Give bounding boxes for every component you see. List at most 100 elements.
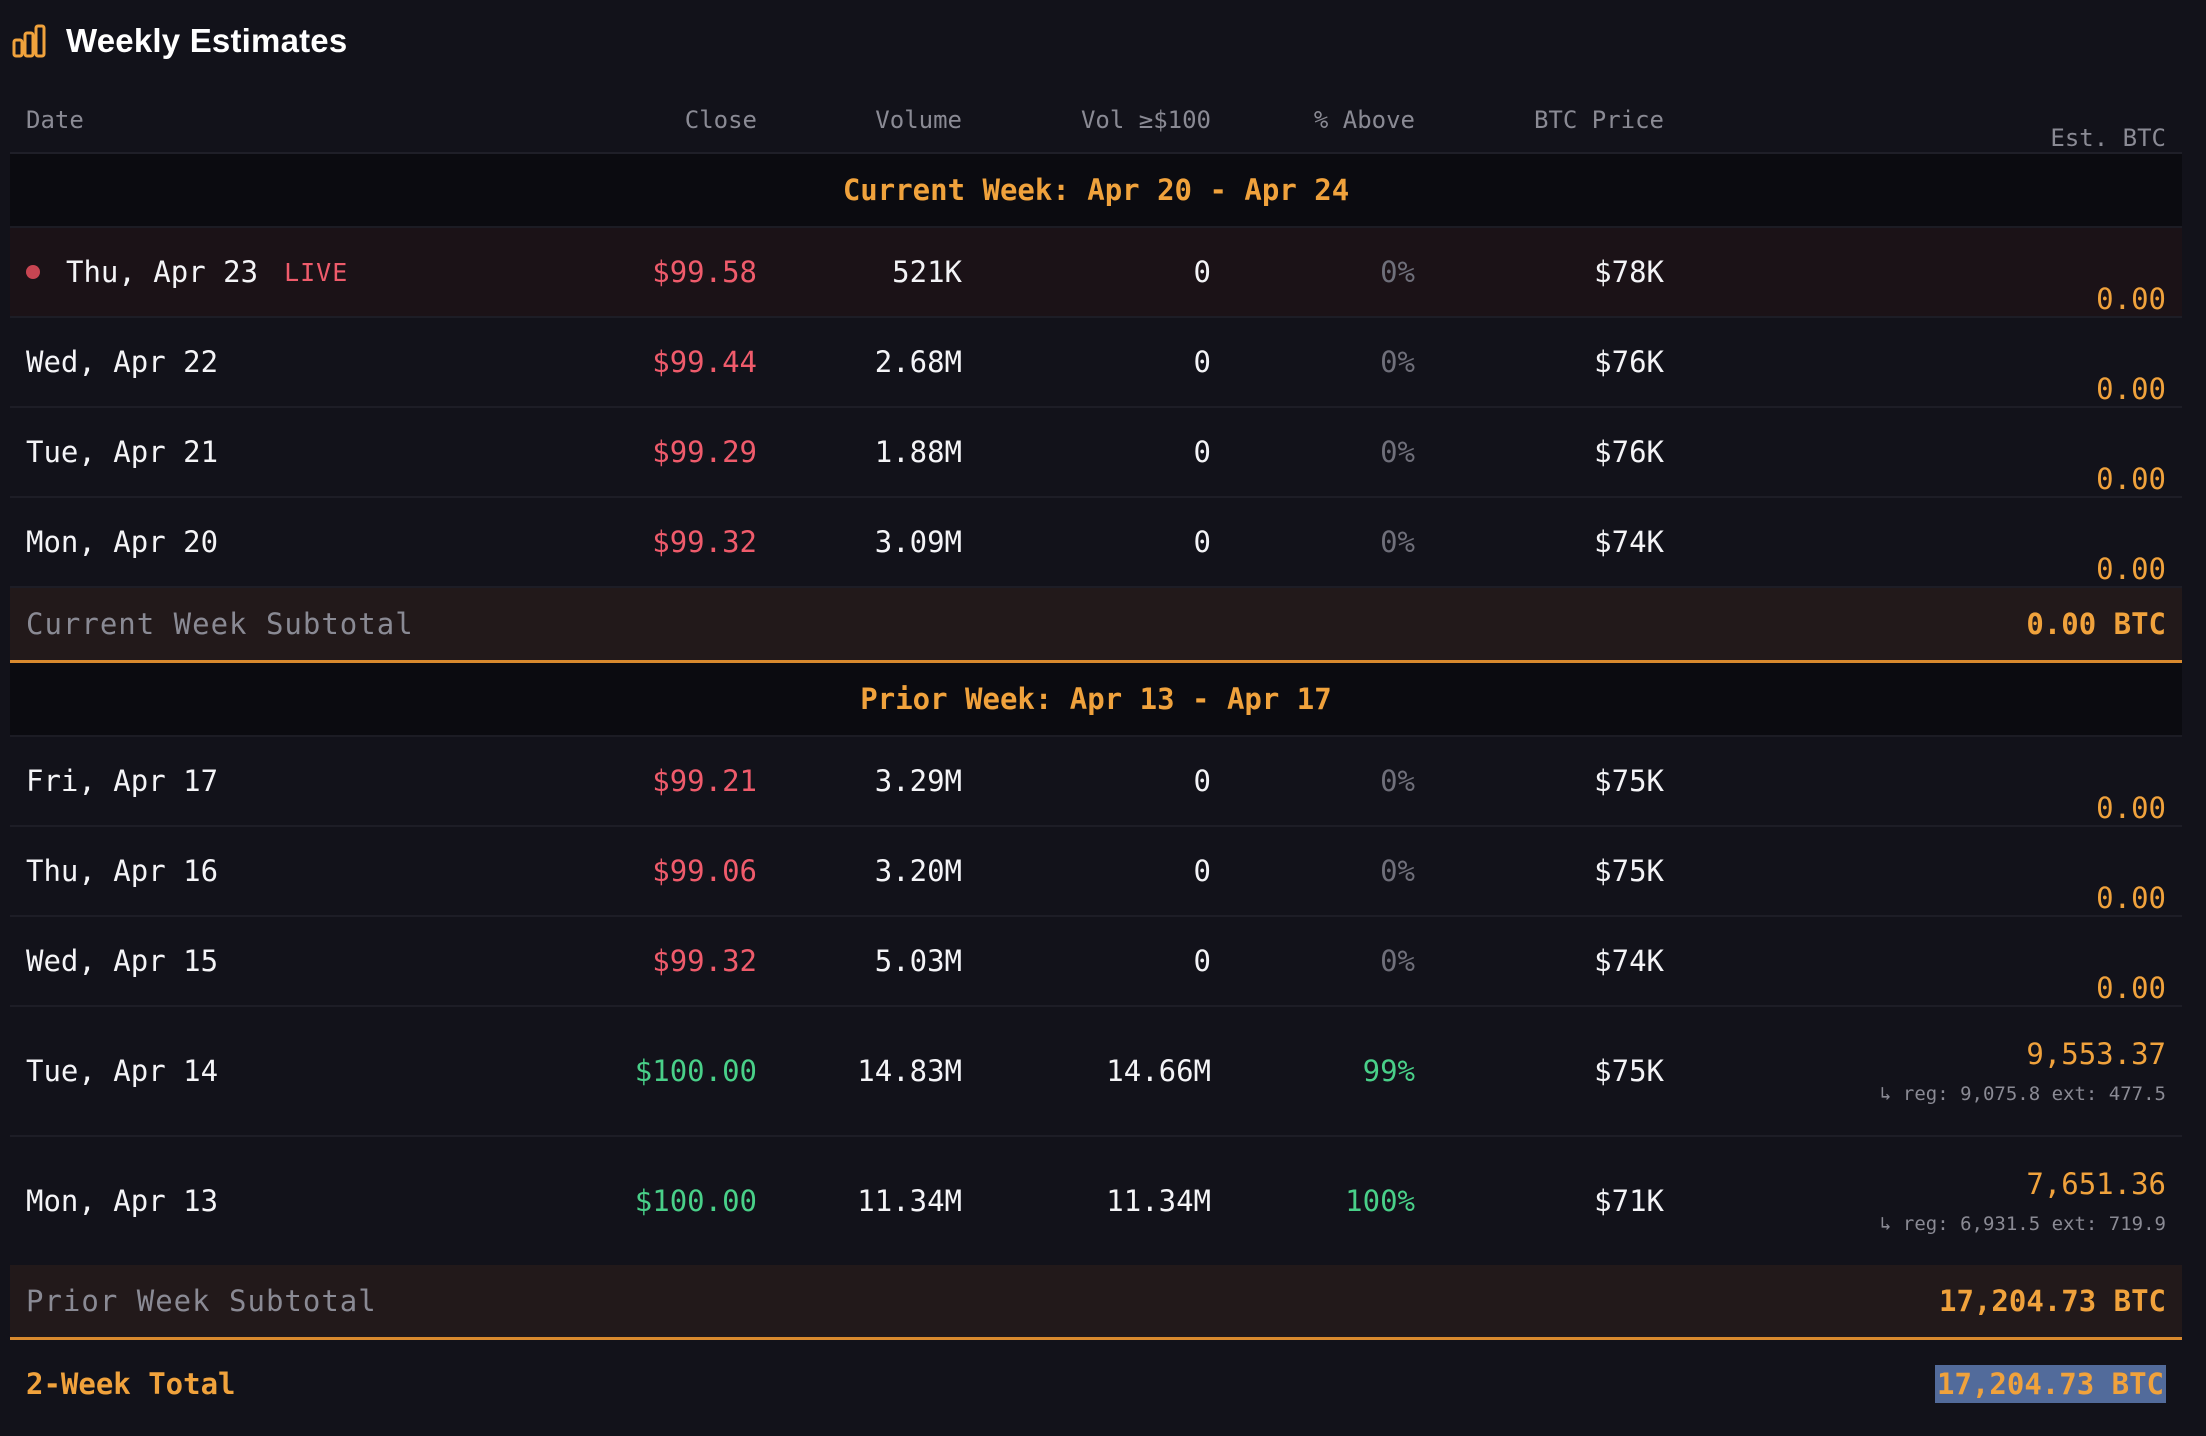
row-est-btc: 0.00 xyxy=(2096,971,2166,1005)
row-date: Wed, Apr 22 xyxy=(26,345,219,379)
row-volume: 521K xyxy=(892,255,962,289)
row-date: Tue, Apr 14 xyxy=(26,1054,219,1088)
row-close: $99.32 xyxy=(652,944,757,978)
table-row[interactable]: Wed, Apr 15 $99.32 5.03M 0 0% $74K 0.00 xyxy=(10,917,2182,1007)
subtotal-value: 0.00 BTC xyxy=(2026,607,2166,641)
table-row[interactable]: Thu, Apr 23 LIVE $99.58 521K 0 0% $78K 0… xyxy=(10,228,2182,318)
row-close: $99.44 xyxy=(652,345,757,379)
row-est-btc: 0.00 xyxy=(2096,372,2166,406)
row-close: $99.29 xyxy=(652,435,757,469)
row-vol-above: 0 xyxy=(1193,435,1211,469)
table-row[interactable]: Tue, Apr 21 $99.29 1.88M 0 0% $76K 0.00 xyxy=(10,408,2182,498)
row-pct-above: 0% xyxy=(1380,435,1415,469)
row-volume: 2.68M xyxy=(874,345,962,379)
panel-header: Weekly Estimates xyxy=(12,20,347,62)
col-header-est-btc[interactable]: Est. BTC xyxy=(2050,124,2166,152)
row-pct-above: 0% xyxy=(1380,255,1415,289)
row-pct-above: 0% xyxy=(1380,944,1415,978)
row-est-breakdown: ↳ reg: 6,931.5 ext: 719.9 xyxy=(1880,1213,2166,1235)
current-week-subtotal: Current Week Subtotal 0.00 BTC xyxy=(10,588,2182,663)
row-est-breakdown: ↳ reg: 9,075.8 ext: 477.5 xyxy=(1880,1083,2166,1105)
row-btc-price: $76K xyxy=(1594,345,1664,379)
row-vol-above: 0 xyxy=(1193,525,1211,559)
table-row[interactable]: Mon, Apr 20 $99.32 3.09M 0 0% $74K 0.00 xyxy=(10,498,2182,588)
row-pct-above: 100% xyxy=(1345,1184,1415,1218)
col-header-date[interactable]: Date xyxy=(26,106,84,134)
row-pct-above: 99% xyxy=(1362,1054,1415,1088)
row-est-btc: 0.00 xyxy=(2096,791,2166,825)
row-volume: 5.03M xyxy=(874,944,962,978)
prior-week-subtotal: Prior Week Subtotal 17,204.73 BTC xyxy=(10,1265,2182,1340)
row-volume: 3.09M xyxy=(874,525,962,559)
row-est-btc: 7,651.36 xyxy=(2026,1167,2166,1201)
table-header: Date Close Volume Vol ≥$100 % Above BTC … xyxy=(10,88,2182,154)
row-vol-above: 0 xyxy=(1193,854,1211,888)
row-btc-price: $75K xyxy=(1594,854,1664,888)
row-date: Tue, Apr 21 xyxy=(26,435,219,469)
row-pct-above: 0% xyxy=(1380,854,1415,888)
row-btc-price: $78K xyxy=(1594,255,1664,289)
table-row[interactable]: Thu, Apr 16 $99.06 3.20M 0 0% $75K 0.00 xyxy=(10,827,2182,917)
subtotal-value: 17,204.73 BTC xyxy=(1939,1284,2166,1318)
total-value[interactable]: 17,204.73 BTC xyxy=(1935,1365,2166,1403)
row-est-btc: 0.00 xyxy=(2096,552,2166,586)
row-est-btc: 9,553.37 xyxy=(2026,1037,2166,1071)
row-vol-above: 0 xyxy=(1193,345,1211,379)
row-vol-above: 0 xyxy=(1193,255,1211,289)
row-btc-price: $75K xyxy=(1594,764,1664,798)
row-pct-above: 0% xyxy=(1380,525,1415,559)
row-pct-above: 0% xyxy=(1380,764,1415,798)
subtotal-label: Current Week Subtotal xyxy=(26,607,414,641)
total-label: 2-Week Total xyxy=(26,1367,236,1401)
row-date: Mon, Apr 13 xyxy=(26,1184,219,1218)
row-est-btc: 0.00 xyxy=(2096,881,2166,915)
col-header-close[interactable]: Close xyxy=(684,106,757,134)
live-badge: LIVE xyxy=(284,257,349,287)
row-date: Fri, Apr 17 xyxy=(26,764,219,798)
row-close: $99.58 xyxy=(652,255,757,289)
row-volume: 3.29M xyxy=(874,764,962,798)
table-row[interactable]: Mon, Apr 13 $100.00 11.34M 11.34M 100% $… xyxy=(10,1137,2182,1265)
row-vol-above: 14.66M xyxy=(1106,1054,1211,1088)
row-date: Thu, Apr 16 xyxy=(26,854,219,888)
table-row[interactable]: Wed, Apr 22 $99.44 2.68M 0 0% $76K 0.00 xyxy=(10,318,2182,408)
table-row[interactable]: Tue, Apr 14 $100.00 14.83M 14.66M 99% $7… xyxy=(10,1007,2182,1137)
row-volume: 11.34M xyxy=(857,1184,962,1218)
col-header-volume[interactable]: Volume xyxy=(875,106,962,134)
col-header-btc-price[interactable]: BTC Price xyxy=(1533,106,1664,134)
row-close: $99.32 xyxy=(652,525,757,559)
row-vol-above: 0 xyxy=(1193,944,1211,978)
row-pct-above: 0% xyxy=(1380,345,1415,379)
row-close: $99.21 xyxy=(652,764,757,798)
row-vol-above: 0 xyxy=(1193,764,1211,798)
prior-week-header: Prior Week: Apr 13 - Apr 17 xyxy=(10,663,2182,737)
two-week-total: 2-Week Total 17,204.73 BTC xyxy=(10,1340,2182,1428)
bar-chart-icon xyxy=(12,24,46,58)
row-volume: 3.20M xyxy=(874,854,962,888)
row-btc-price: $74K xyxy=(1594,525,1664,559)
col-header-pct-above[interactable]: % Above xyxy=(1313,106,1415,134)
row-est-btc: 0.00 xyxy=(2096,282,2166,316)
panel-title: Weekly Estimates xyxy=(66,22,348,59)
live-indicator-icon xyxy=(26,265,40,279)
current-week-header: Current Week: Apr 20 - Apr 24 xyxy=(10,154,2182,228)
row-close: $100.00 xyxy=(634,1184,757,1218)
estimates-table: Date Close Volume Vol ≥$100 % Above BTC … xyxy=(10,88,2182,1428)
row-btc-price: $71K xyxy=(1594,1184,1664,1218)
row-volume: 1.88M xyxy=(874,435,962,469)
row-btc-price: $76K xyxy=(1594,435,1664,469)
row-btc-price: $75K xyxy=(1594,1054,1664,1088)
row-vol-above: 11.34M xyxy=(1106,1184,1211,1218)
row-date: Wed, Apr 15 xyxy=(26,944,219,978)
row-date: Thu, Apr 23 xyxy=(66,255,259,289)
row-close: $100.00 xyxy=(634,1054,757,1088)
subtotal-label: Prior Week Subtotal xyxy=(26,1284,377,1318)
col-header-vol-above[interactable]: Vol ≥$100 xyxy=(1080,106,1211,134)
row-volume: 14.83M xyxy=(857,1054,962,1088)
row-date: Mon, Apr 20 xyxy=(26,525,219,559)
table-row[interactable]: Fri, Apr 17 $99.21 3.29M 0 0% $75K 0.00 xyxy=(10,737,2182,827)
row-close: $99.06 xyxy=(652,854,757,888)
row-btc-price: $74K xyxy=(1594,944,1664,978)
row-est-btc: 0.00 xyxy=(2096,462,2166,496)
